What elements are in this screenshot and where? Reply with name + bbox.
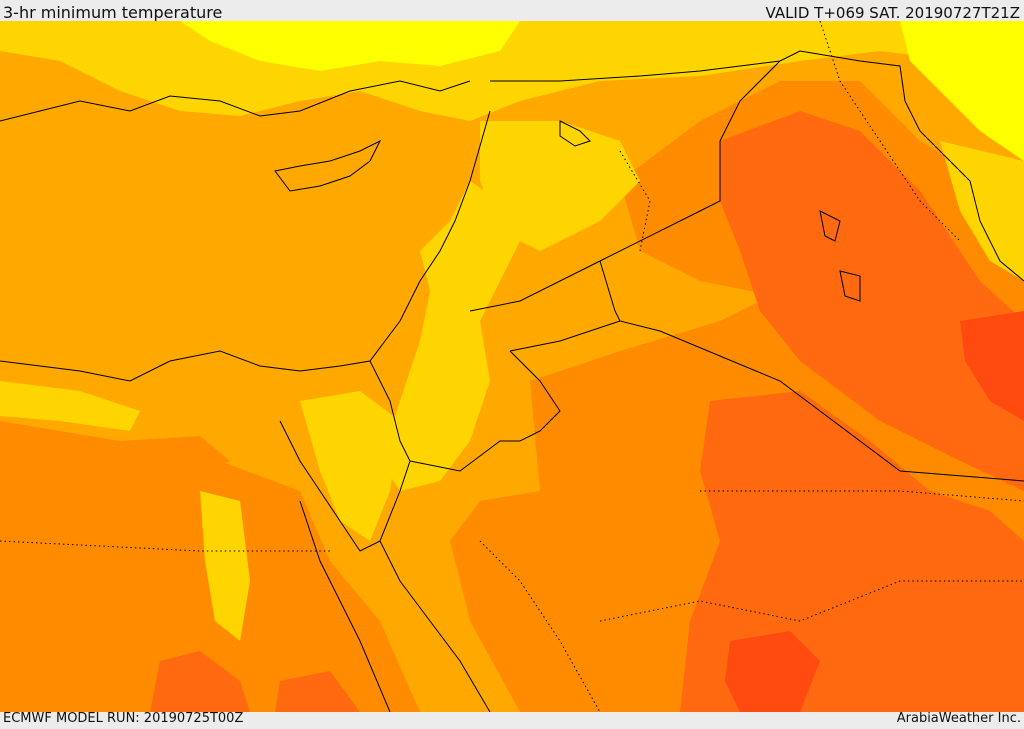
- temp-zone-gulf-hot: [960, 311, 1024, 421]
- valid-time-label: VALID T+069 SAT. 20190727T21Z: [765, 4, 1020, 22]
- temp-zone-saudi-hot: [680, 391, 1024, 712]
- gulf-island-outline-2: [839, 270, 861, 302]
- country-borders: [0, 21, 1024, 712]
- temp-zone-iran-cool: [940, 141, 1024, 281]
- border-saudi-yemen: [599, 580, 1024, 622]
- credit-label: ArabiaWeather Inc.: [896, 711, 1021, 726]
- temp-zone-sinai: [300, 391, 400, 541]
- model-run-label: ECMWF MODEL RUN: 20190725T00Z: [3, 711, 244, 726]
- border-jordan-saudi-south: [409, 350, 561, 472]
- coastline-red-sea-east: [379, 540, 491, 712]
- coastline-med-east: [0, 110, 491, 382]
- border-turkey-syria: [490, 60, 781, 82]
- boundaries: [0, 50, 1024, 712]
- border-syria-iraq-jordan: [469, 60, 781, 312]
- border-jordan-saudi-north: [509, 320, 621, 352]
- temp-zone-egypt-coast: [0, 381, 140, 431]
- temp-zone-iraq-hot: [720, 111, 1024, 491]
- temp-zone-caucasus-cool: [900, 21, 1024, 161]
- temp-zone-egypt-south-hot: [150, 651, 250, 712]
- temp-zone-africa-west: [0, 421, 230, 541]
- border-iraq-saudi: [599, 260, 1024, 482]
- coastline-turkey-south: [0, 80, 471, 122]
- temperature-map-svg: [0, 21, 1024, 712]
- coastline-gulf-of-suez: [279, 420, 381, 552]
- temp-zone-turkey-cool: [180, 21, 520, 71]
- temp-zone-syria: [480, 121, 640, 251]
- lake-outline: [559, 120, 591, 147]
- border-saudi-north: [700, 490, 1024, 502]
- border-syria-iraq: [619, 150, 651, 252]
- temp-zone-saudi-red: [725, 631, 820, 712]
- border-saudi-west: [479, 540, 601, 712]
- cyprus-outline: [274, 139, 382, 192]
- temp-zone-levant: [380, 181, 520, 491]
- map-title: 3-hr minimum temperature: [3, 3, 223, 22]
- temperature-map: [0, 21, 1024, 712]
- gulf-island-outline: [819, 210, 841, 242]
- temp-zone-redsea-hot: [275, 671, 360, 712]
- border-egypt-israel: [369, 360, 411, 542]
- border-iraq-iran: [819, 21, 961, 242]
- coastline-red-sea-west: [299, 500, 391, 712]
- temp-zone-nile: [200, 491, 250, 641]
- border-iraq-iran-solid: [779, 50, 1024, 282]
